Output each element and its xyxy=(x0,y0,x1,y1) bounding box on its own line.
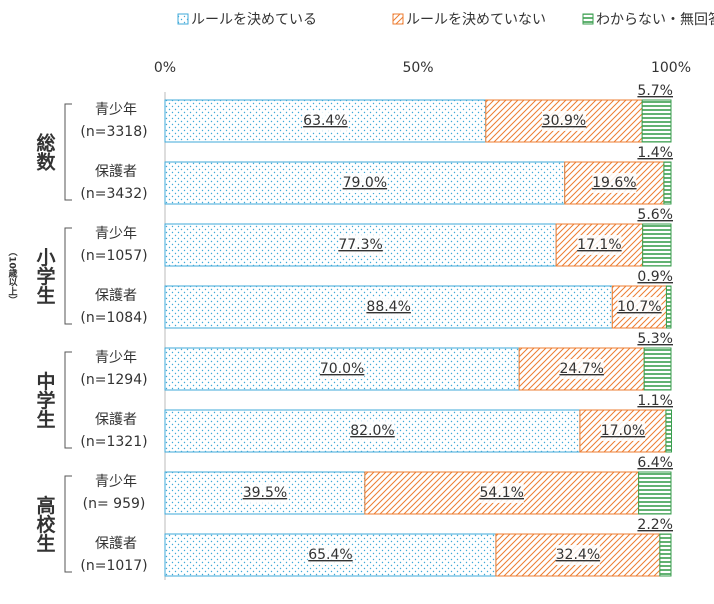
category-label: 保護者 xyxy=(95,288,137,304)
label-bg xyxy=(617,297,662,317)
bar-segment xyxy=(659,533,672,577)
bar-segment xyxy=(641,99,672,143)
value-label: 82.0% xyxy=(350,423,394,439)
sample-size: (n=1017) xyxy=(80,558,147,574)
x-tick-label: 100% xyxy=(651,60,691,76)
label-bg xyxy=(600,421,645,441)
label-bg xyxy=(559,359,604,379)
bar-segment xyxy=(663,161,672,205)
value-label: 17.0% xyxy=(601,423,645,439)
value-label: 19.6% xyxy=(592,175,636,191)
value-label: 77.3% xyxy=(338,237,382,253)
bar-segment xyxy=(642,223,672,267)
value-label: 65.4% xyxy=(308,547,352,563)
value-label: 1.1% xyxy=(637,393,673,409)
x-tick-label: 0% xyxy=(154,60,176,76)
legend-label: ルールを決めていない xyxy=(406,12,546,28)
label-bg xyxy=(350,421,395,441)
group-note: （10歳以上） xyxy=(7,247,19,305)
group-bracket xyxy=(64,103,72,201)
legend-label: ルールを決めている xyxy=(191,12,317,28)
category-label: 保護者 xyxy=(95,164,137,180)
label-bg xyxy=(320,359,365,379)
value-label: 24.7% xyxy=(559,361,603,377)
sample-size: (n=1294) xyxy=(80,372,147,388)
bar-segment xyxy=(638,471,672,515)
label-bg xyxy=(479,483,524,503)
group-label: 中学生 xyxy=(34,370,56,428)
value-label: 1.4% xyxy=(637,145,673,161)
bar-segment xyxy=(665,409,673,453)
value-label: 88.4% xyxy=(366,299,410,315)
x-tick-label: 50% xyxy=(402,60,433,76)
label-bg xyxy=(555,545,600,565)
legend-swatch xyxy=(392,13,404,25)
group-label: 総数 xyxy=(34,132,56,172)
value-label: 0.9% xyxy=(637,269,673,285)
category-label: 青少年 xyxy=(95,102,137,118)
category-label: 青少年 xyxy=(95,474,137,490)
value-label: 39.5% xyxy=(243,485,287,501)
value-label: 17.1% xyxy=(577,237,621,253)
label-bg xyxy=(303,111,348,131)
value-label: 63.4% xyxy=(303,113,347,129)
label-bg xyxy=(577,235,622,255)
label-bg xyxy=(366,297,411,317)
legend-swatch xyxy=(177,13,189,25)
sample-size: (n=1084) xyxy=(80,310,147,326)
bar-segment xyxy=(164,285,613,329)
group-label: 小学生 xyxy=(34,247,56,304)
group-bracket xyxy=(64,227,72,325)
legend-label: わからない・無回答 xyxy=(596,11,714,28)
value-label: 32.4% xyxy=(556,547,600,563)
bar-segment xyxy=(495,533,661,577)
category-label: 保護者 xyxy=(95,536,137,552)
value-label: 10.7% xyxy=(617,299,661,315)
sample-size: (n=3318) xyxy=(80,124,147,140)
value-label: 30.9% xyxy=(542,113,586,129)
value-label: 5.3% xyxy=(637,331,673,347)
label-bg xyxy=(242,483,287,503)
category-label: 保護者 xyxy=(95,412,137,428)
value-label: 5.7% xyxy=(637,83,673,99)
value-label: 79.0% xyxy=(343,175,387,191)
sample-size: (n=1057) xyxy=(80,248,147,264)
value-label: 6.4% xyxy=(637,455,673,471)
label-bg xyxy=(308,545,353,565)
group-label: 高校生 xyxy=(34,494,56,552)
sample-size: (n=1321) xyxy=(80,434,147,450)
label-bg xyxy=(338,235,383,255)
category-label: 青少年 xyxy=(95,226,137,242)
bar-segment xyxy=(643,347,672,391)
category-label: 青少年 xyxy=(95,350,137,366)
group-bracket xyxy=(64,351,72,449)
sample-size: (n= 959) xyxy=(83,496,146,512)
group-bracket xyxy=(64,475,72,573)
value-label: 5.6% xyxy=(637,207,673,223)
label-bg xyxy=(541,111,586,131)
value-label: 70.0% xyxy=(320,361,364,377)
label-bg xyxy=(342,173,387,193)
value-label: 2.2% xyxy=(637,517,673,533)
legend-swatch xyxy=(582,13,594,25)
label-bg xyxy=(592,173,637,193)
bar-segment xyxy=(665,285,672,329)
sample-size: (n=3432) xyxy=(80,186,147,202)
value-label: 54.1% xyxy=(480,485,524,501)
